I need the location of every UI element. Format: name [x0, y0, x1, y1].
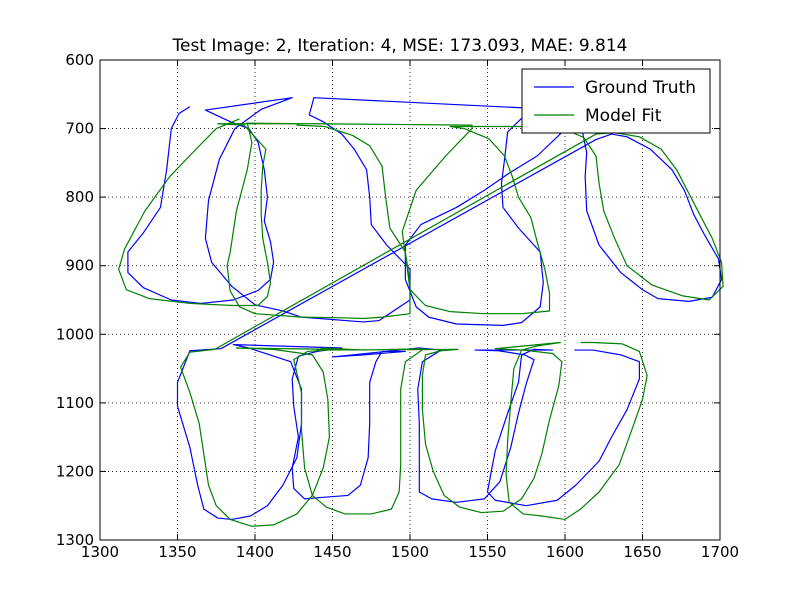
- y-tick-label: 700: [65, 120, 94, 138]
- chart-title: Test Image: 2, Iteration: 4, MSE: 173.09…: [171, 36, 627, 56]
- legend-label-ground-truth: Ground Truth: [585, 78, 696, 98]
- axes: 1300 1350 1400 1450 1500 1550 1600 1650 1700 600 7…: [56, 51, 739, 561]
- legend: Ground Truth Model Fit: [521, 68, 711, 134]
- legend-box: [521, 68, 711, 134]
- x-tick-label: 1400: [236, 543, 274, 561]
- series-line-model-fit: [118, 118, 724, 527]
- x-tick-label: 1700: [701, 543, 739, 561]
- y-tick-label: 600: [65, 51, 94, 69]
- x-tick-label: 1450: [313, 543, 351, 561]
- x-tick-label: 1600: [546, 543, 584, 561]
- y-tick-label: 800: [65, 188, 94, 206]
- y-tick-label: 1300: [56, 531, 94, 549]
- legend-label-model-fit: Model Fit: [585, 106, 662, 126]
- x-tick-label: 1350: [158, 543, 196, 561]
- x-tick-label: 1300: [81, 543, 119, 561]
- y-tick-label: 1200: [56, 462, 94, 480]
- x-tick-label: 1500: [391, 543, 429, 561]
- y-tick-label: 1100: [56, 394, 94, 412]
- x-tick-label: 1650: [623, 543, 661, 561]
- y-tick-label: 900: [65, 257, 94, 275]
- y-tick-label: 1000: [56, 325, 94, 343]
- x-tick-label: 1550: [468, 543, 506, 561]
